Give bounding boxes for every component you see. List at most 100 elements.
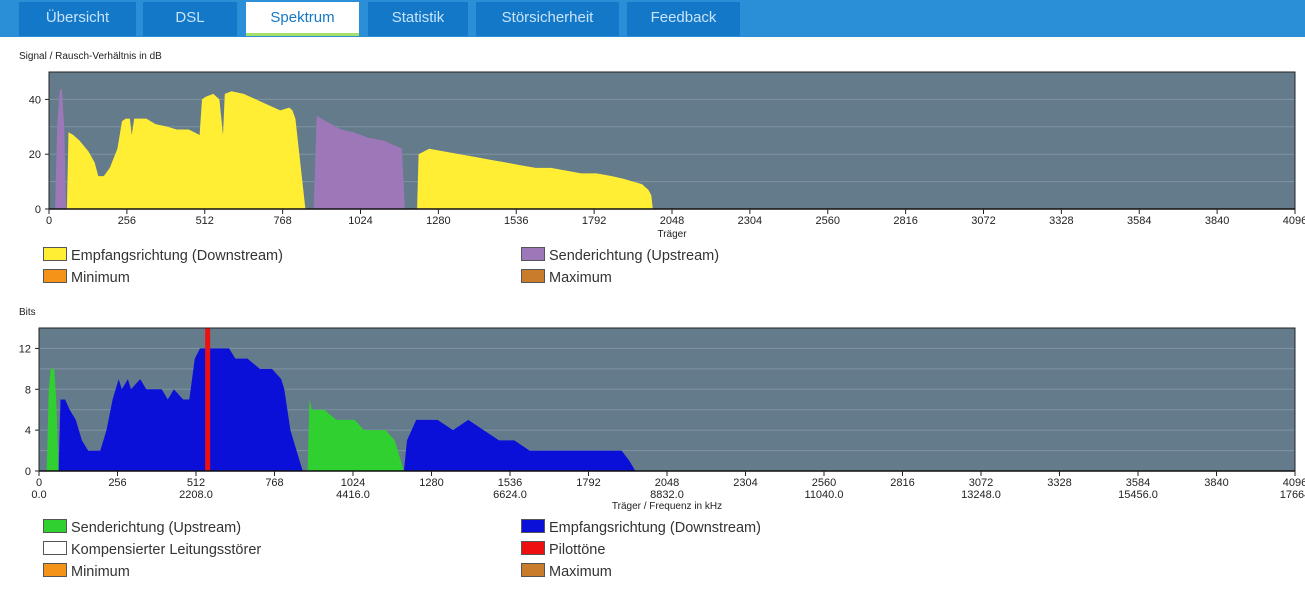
snr-x-tick-label: 256 [118, 215, 136, 227]
snr-x-tick-label: 3072 [971, 215, 995, 227]
snr-x-tick-label: 4096 [1283, 215, 1305, 227]
bits-legend-downstream: Empfangsrichtung (Downstream) [521, 519, 761, 537]
snr-x-tick-label: 1024 [348, 215, 372, 227]
snr-legend-upstream-label: Senderichtung (Upstream) [549, 248, 720, 264]
bits-legend-downstream-label: Empfangsrichtung (Downstream) [549, 520, 761, 536]
snr-legend-upstream: Senderichtung (Upstream) [521, 247, 719, 265]
bits-x-tick-label: 3072 [969, 477, 993, 489]
bits-x-axis-label: Träger / Frequenz in kHz [612, 501, 722, 512]
tab-feedback[interactable]: Feedback [627, 2, 740, 36]
tab-uebersicht[interactable]: Übersicht [19, 2, 136, 36]
snr-y-tick-label: 0 [35, 204, 41, 216]
snr-legend-downstream: Empfangsrichtung (Downstream) [43, 247, 283, 265]
bits-x-tick-label: 2304 [733, 477, 757, 489]
snr-legend-downstream-label: Empfangsrichtung (Downstream) [71, 248, 283, 264]
bits-x-khz-label: 11040.0 [805, 489, 844, 501]
snr-x-tick-label: 2560 [816, 215, 840, 227]
bits-y-tick-label: 4 [25, 425, 31, 437]
snr-x-tick-label: 512 [196, 215, 214, 227]
bits-legend-maximum-label: Maximum [549, 564, 612, 580]
bits-series-area-2 [307, 399, 404, 471]
bits-x-khz-label: 17664 [1280, 489, 1305, 501]
bits-chart-ylabel: Bits [19, 307, 36, 318]
snr-legend-maximum-swatch [521, 269, 545, 283]
snr-legend-maximum: Maximum [521, 269, 612, 287]
snr-x-tick-label: 1792 [582, 215, 606, 227]
snr-x-tick-label: 768 [273, 215, 291, 227]
snr-series-area-0 [55, 88, 66, 209]
bits-x-tick-label: 2816 [890, 477, 914, 489]
bits-x-khz-label: 15456.0 [1118, 489, 1158, 501]
snr-legend-upstream-swatch [521, 247, 545, 261]
snr-x-tick-label: 2816 [893, 215, 917, 227]
bits-series-area-1 [58, 348, 303, 471]
tab-dsl[interactable]: DSL [143, 2, 237, 36]
snr-x-tick-label: 1280 [426, 215, 450, 227]
snr-legend-downstream-swatch [43, 247, 67, 261]
snr-series-area-2 [313, 115, 405, 209]
bits-legend-minimum-label: Minimum [71, 564, 130, 580]
bits-legend-upstream: Senderichtung (Upstream) [43, 519, 241, 537]
bits-legend-upstream-swatch [43, 519, 67, 533]
bits-x-tick-label: 1024 [341, 477, 365, 489]
bits-x-khz-label: 8832.0 [650, 489, 684, 501]
bits-x-khz-label: 4416.0 [336, 489, 370, 501]
snr-y-tick-label: 20 [29, 149, 41, 161]
bits-legend-maximum-swatch [521, 563, 545, 577]
snr-chart-ylabel: Signal / Rausch-Verhältnis in dB [19, 51, 162, 62]
bits-legend-pilot-swatch [521, 541, 545, 555]
snr-x-tick-label: 0 [46, 215, 52, 227]
snr-series-area-1 [66, 91, 306, 209]
bits-x-tick-label: 2048 [655, 477, 679, 489]
bits-series-area-3 [403, 419, 636, 471]
bits-y-tick-label: 8 [25, 384, 31, 396]
bits-legend-upstream-label: Senderichtung (Upstream) [71, 520, 242, 536]
bits-x-tick-label: 256 [108, 477, 126, 489]
tab-spektrum[interactable]: Spektrum [246, 2, 359, 36]
bits-y-tick-label: 12 [19, 343, 31, 355]
bits-x-tick-label: 1792 [576, 477, 600, 489]
bits-legend-compensated-swatch [43, 541, 67, 555]
bits-legend-pilot: Pilottöne [521, 541, 605, 559]
bits-y-tick-label: 0 [25, 466, 31, 478]
bits-x-khz-label: 0.0 [31, 489, 46, 501]
snr-x-tick-label: 3584 [1127, 215, 1151, 227]
bits-x-khz-label: 2208.0 [179, 489, 213, 501]
bits-legend-compensated-label: Kompensierter Leitungsstörer [71, 542, 262, 558]
snr-x-tick-label: 2304 [738, 215, 762, 227]
bits-x-tick-label: 4096 [1283, 477, 1305, 489]
bits-legend-maximum: Maximum [521, 563, 612, 581]
bits-chart: 0 4 8 12 0 256 512 768 1024 1280 1536 1792 2048 2304 2… [19, 327, 1305, 512]
bits-x-tick-label: 768 [265, 477, 283, 489]
bits-legend-compensated: Kompensierter Leitungsstörer [43, 541, 261, 559]
snr-legend-minimum: Minimum [43, 269, 130, 287]
bits-legend-minimum: Minimum [43, 563, 130, 581]
snr-legend-maximum-label: Maximum [549, 270, 612, 286]
snr-x-tick-label: 3840 [1205, 215, 1229, 227]
snr-series-area-3 [417, 148, 653, 209]
tab-stoersicherheit[interactable]: Störsicherheit [476, 2, 619, 36]
snr-x-tick-label: 2048 [660, 215, 684, 227]
snr-chart: 0 20 40 0 256 512 768 1024 1280 1536 1792 2048 2304 2… [29, 71, 1305, 240]
bits-pilot-tone-mark [205, 328, 211, 471]
snr-y-tick-label: 40 [29, 94, 41, 106]
bits-x-tick-label: 1536 [498, 477, 522, 489]
snr-x-tick-label: 1536 [504, 215, 528, 227]
bits-x-tick-label: 3584 [1126, 477, 1150, 489]
snr-x-tick-label: 3328 [1049, 215, 1073, 227]
bits-legend-minimum-swatch [43, 563, 67, 577]
bits-legend-downstream-swatch [521, 519, 545, 533]
bits-series-area-0 [46, 368, 59, 471]
bits-x-tick-label: 1280 [419, 477, 443, 489]
tab-bar: Übersicht DSL Spektrum Statistik Störsic… [0, 0, 1305, 37]
bits-x-tick-label: 0 [36, 477, 42, 489]
snr-legend-minimum-swatch [43, 269, 67, 283]
snr-legend-minimum-label: Minimum [71, 270, 130, 286]
snr-x-axis-label: Träger [657, 229, 687, 240]
bits-legend-pilot-label: Pilottöne [549, 542, 606, 558]
bits-x-tick-label: 3328 [1047, 477, 1071, 489]
bits-x-khz-label: 13248.0 [961, 489, 1001, 501]
bits-x-tick-label: 512 [187, 477, 205, 489]
bits-x-tick-label: 2560 [812, 477, 836, 489]
tab-statistik[interactable]: Statistik [368, 2, 468, 36]
